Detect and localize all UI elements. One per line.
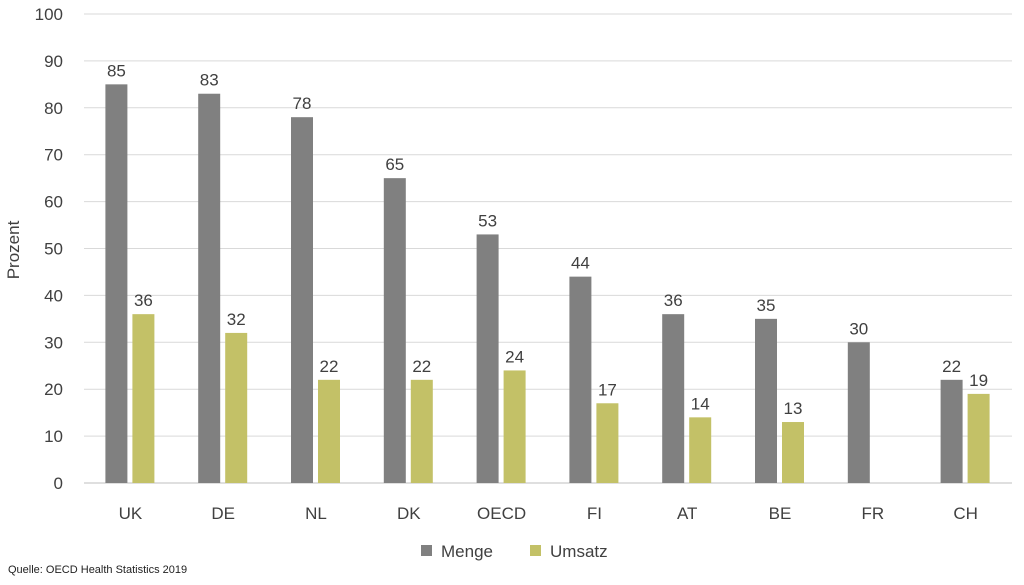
bar-umsatz: [503, 370, 526, 483]
x-category-label: FR: [861, 504, 884, 523]
data-label: 32: [227, 310, 246, 329]
data-label: 36: [134, 291, 153, 310]
bars: [105, 84, 990, 484]
bar-umsatz: [410, 379, 433, 483]
y-tick-label: 90: [44, 52, 63, 71]
y-tick-label: 40: [44, 286, 63, 305]
data-label: 65: [385, 155, 404, 174]
data-label: 22: [320, 357, 339, 376]
legend: Menge Umsatz: [421, 542, 608, 561]
x-category-label: DE: [211, 504, 235, 523]
x-category-label: AT: [677, 504, 697, 523]
y-axis-label: Prozent: [4, 220, 23, 279]
data-labels: 85 36 83 32 78 22 65 22 53 24 44 17 36 14 35 13 30 22 19: [107, 61, 988, 418]
y-tick-label: 50: [44, 240, 63, 259]
bar-umsatz: [967, 393, 990, 483]
y-tick-label: 0: [54, 474, 63, 493]
data-label: 14: [691, 394, 710, 413]
legend-label-menge: Menge: [441, 542, 493, 561]
bar-menge: [383, 178, 406, 483]
x-category-label: BE: [769, 504, 792, 523]
data-label: 22: [412, 357, 431, 376]
y-tick-label: 20: [44, 380, 63, 399]
bar-menge: [662, 314, 685, 483]
bar-umsatz: [782, 422, 804, 483]
data-label: 83: [200, 71, 219, 90]
bar-menge: [569, 276, 592, 483]
data-label: 24: [505, 347, 524, 366]
gridlines: [84, 13, 1012, 484]
y-tick-label: 80: [44, 99, 63, 118]
legend-label-umsatz: Umsatz: [550, 542, 608, 561]
bar-umsatz: [318, 379, 340, 483]
x-category-label: DK: [397, 504, 421, 523]
bar-umsatz: [689, 417, 712, 483]
data-label: 78: [293, 94, 312, 113]
y-tick-label: 10: [44, 427, 63, 446]
data-label: 19: [969, 371, 988, 390]
x-category-label: NL: [305, 504, 327, 523]
data-label: 30: [849, 319, 868, 338]
bar-menge: [105, 84, 128, 483]
data-label: 53: [478, 211, 497, 230]
bar-menge: [476, 234, 499, 483]
y-tick-label: 30: [44, 333, 63, 352]
data-label: 36: [664, 291, 683, 310]
data-label: 35: [757, 296, 776, 315]
data-label: 85: [107, 61, 126, 80]
bar-umsatz: [596, 403, 619, 483]
bar-menge: [940, 379, 963, 483]
bar-menge: [291, 117, 313, 484]
x-category-label: FI: [587, 504, 602, 523]
x-axis-categories: UK DE NL DK OECD FI AT BE FR CH: [119, 504, 978, 523]
legend-swatch-menge: [421, 545, 432, 556]
data-label: 13: [784, 399, 803, 418]
bar-menge: [198, 93, 221, 483]
bar-umsatz: [225, 332, 248, 483]
bar-menge: [847, 342, 870, 483]
bar-umsatz: [132, 314, 155, 483]
data-label: 22: [942, 357, 961, 376]
data-label: 17: [598, 380, 617, 399]
data-label: 44: [571, 254, 590, 273]
x-category-label: CH: [953, 504, 978, 523]
source-note: Quelle: OECD Health Statistics 2019: [8, 564, 188, 576]
y-tick-label: 70: [44, 146, 63, 165]
bar-menge: [755, 318, 777, 483]
y-tick-label: 60: [44, 193, 63, 212]
y-tick-label: 100: [35, 5, 63, 24]
legend-swatch-umsatz: [530, 545, 541, 556]
x-category-label: UK: [119, 504, 143, 523]
y-axis-ticks: 0 10 20 30 40 50 60 70 80 90 100: [35, 5, 63, 493]
x-category-label: OECD: [477, 504, 526, 523]
